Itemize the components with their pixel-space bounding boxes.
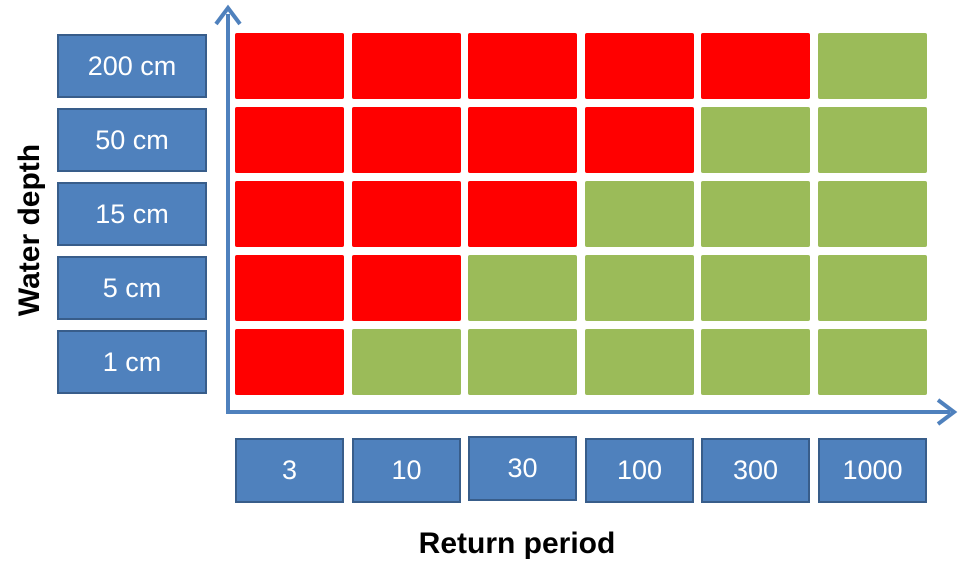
heatmap-cell: [352, 33, 461, 99]
x-axis-title: Return period: [418, 527, 616, 560]
x-tick-label: 1000: [818, 438, 927, 503]
y-tick-label: 200 cm: [57, 34, 207, 98]
heatmap-cell: [585, 181, 694, 247]
heatmap-cell: [352, 255, 461, 321]
heatmap-cell: [235, 329, 344, 395]
y-tick-label: 5 cm: [57, 256, 207, 320]
heatmap-cell: [701, 33, 810, 99]
heatmap-cell: [352, 329, 461, 395]
y-tick-label: 50 cm: [57, 108, 207, 172]
heatmap-cell: [585, 329, 694, 395]
heatmap-cell: [701, 329, 810, 395]
heatmap-cell: [235, 33, 344, 99]
heatmap-cell: [818, 255, 927, 321]
y-axis-title: Water depth: [13, 143, 46, 317]
heatmap-cell: [468, 107, 577, 173]
heatmap-cell: [701, 181, 810, 247]
heatmap-cell: [818, 181, 927, 247]
heatmap-cell: [352, 181, 461, 247]
heatmap-cell: [818, 329, 927, 395]
y-axis-arrow: [214, 4, 242, 26]
x-tick-label: 10: [352, 438, 461, 503]
x-tick-label: 100: [585, 438, 694, 503]
heatmap-cell: [235, 181, 344, 247]
x-tick-label: 300: [701, 438, 810, 503]
heatmap-cell: [585, 33, 694, 99]
x-tick-label: 30: [468, 436, 577, 501]
heatmap-cell: [585, 107, 694, 173]
heatmap-cell: [352, 107, 461, 173]
heatmap-cell: [468, 255, 577, 321]
y-tick-label: 1 cm: [57, 330, 207, 394]
heatmap-cell: [235, 107, 344, 173]
heatmap-cell: [468, 181, 577, 247]
heatmap-cell: [585, 255, 694, 321]
heatmap-cell: [818, 33, 927, 99]
heatmap-cell: [468, 329, 577, 395]
heatmap-cell: [818, 107, 927, 173]
heatmap-cell: [235, 255, 344, 321]
heatmap-cell: [468, 33, 577, 99]
x-tick-label: 3: [235, 438, 344, 503]
heatmap-cell: [701, 255, 810, 321]
heatmap-cell: [701, 107, 810, 173]
x-axis-arrow: [936, 398, 958, 426]
y-tick-label: 15 cm: [57, 182, 207, 246]
